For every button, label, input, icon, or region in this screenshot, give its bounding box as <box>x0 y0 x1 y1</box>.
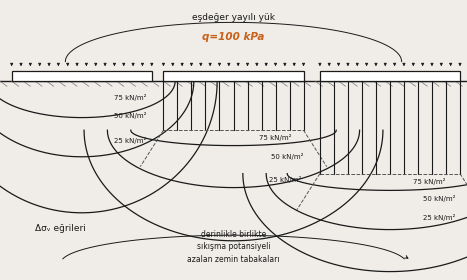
Text: 75 kN/m²: 75 kN/m² <box>259 134 292 141</box>
Text: 25 kN/m²: 25 kN/m² <box>423 214 455 221</box>
Text: 75 kN/m²: 75 kN/m² <box>413 178 446 185</box>
Text: q=100 kPa: q=100 kPa <box>202 32 265 42</box>
Polygon shape <box>12 71 152 81</box>
Text: Δσᵥ eğrileri: Δσᵥ eğrileri <box>35 224 86 233</box>
Text: 50 kN/m²: 50 kN/m² <box>114 112 147 119</box>
Polygon shape <box>320 71 460 81</box>
Text: 75 kN/m²: 75 kN/m² <box>114 94 147 101</box>
Text: sıkışma potansiyeli: sıkışma potansiyeli <box>197 242 270 251</box>
Text: eşdeğer yayılı yük: eşdeğer yayılı yük <box>192 13 275 22</box>
Text: 25 kN/m²: 25 kN/m² <box>114 137 147 144</box>
Text: azalan zemin tabakaları: azalan zemin tabakaları <box>187 255 280 264</box>
Text: 25 kN/m²: 25 kN/m² <box>269 176 301 183</box>
Text: derinlikle birlikte: derinlikle birlikte <box>201 230 266 239</box>
Text: 50 kN/m²: 50 kN/m² <box>271 153 304 160</box>
Polygon shape <box>163 71 304 81</box>
Text: 50 kN/m²: 50 kN/m² <box>423 195 455 202</box>
